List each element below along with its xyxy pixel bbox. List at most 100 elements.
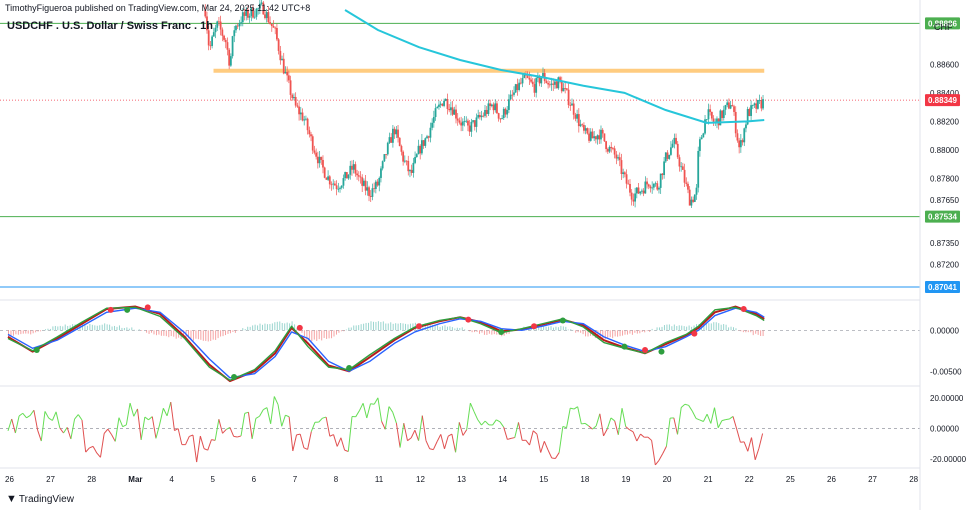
candle-body[interactable] (593, 136, 596, 139)
candle-body[interactable] (695, 187, 698, 195)
candle-body[interactable] (739, 140, 742, 148)
candle-body[interactable] (548, 84, 551, 86)
candle-body[interactable] (335, 185, 338, 190)
candle-body[interactable] (448, 108, 451, 111)
tradingview-brand[interactable]: ▼ TradingView (6, 493, 74, 505)
candle-body[interactable] (565, 88, 568, 90)
candle-body[interactable] (231, 36, 234, 57)
candle-body[interactable] (204, 10, 207, 17)
candle-body[interactable] (303, 119, 306, 121)
candle-body[interactable] (397, 129, 399, 138)
candle-body[interactable] (441, 103, 444, 106)
oscillator-pane[interactable] (0, 304, 920, 383)
candle-body[interactable] (629, 183, 631, 193)
cross-marker[interactable] (465, 316, 472, 323)
candle-body[interactable] (673, 137, 676, 144)
candle-body[interactable] (514, 84, 517, 93)
candle-body[interactable] (646, 181, 648, 185)
candle-body[interactable] (588, 133, 590, 141)
ema-line[interactable] (344, 9, 765, 124)
candle-body[interactable] (526, 75, 529, 78)
candle-body[interactable] (502, 108, 505, 119)
candle-body[interactable] (306, 118, 309, 131)
candle-body[interactable] (634, 193, 637, 202)
candle-body[interactable] (218, 21, 220, 23)
candle-body[interactable] (453, 109, 456, 115)
candle-body[interactable] (420, 140, 423, 154)
candle-body[interactable] (347, 174, 350, 179)
candle-body[interactable] (339, 187, 341, 189)
candle-body[interactable] (610, 146, 613, 149)
candle-body[interactable] (412, 162, 415, 173)
candle-body[interactable] (359, 176, 362, 178)
candle-body[interactable] (357, 175, 360, 177)
candle-body[interactable] (545, 81, 548, 84)
candle-body[interactable] (750, 105, 752, 116)
cross-marker[interactable] (642, 346, 649, 353)
candle-body[interactable] (381, 161, 384, 169)
candle-body[interactable] (728, 102, 730, 109)
candle-body[interactable] (477, 115, 480, 118)
cross-marker[interactable] (740, 306, 747, 313)
candle-body[interactable] (291, 94, 294, 99)
candle-body[interactable] (243, 12, 246, 16)
candle-body[interactable] (668, 154, 671, 159)
candle-body[interactable] (212, 32, 215, 37)
candle-body[interactable] (223, 35, 225, 40)
candle-body[interactable] (390, 137, 393, 143)
candle-body[interactable] (685, 182, 688, 184)
candle-body[interactable] (716, 118, 718, 123)
candle-body[interactable] (644, 181, 647, 194)
candle-body[interactable] (458, 120, 461, 123)
candle-body[interactable] (434, 108, 437, 118)
candle-body[interactable] (407, 160, 410, 172)
candle-body[interactable] (555, 81, 558, 89)
candle-body[interactable] (542, 72, 544, 78)
candle-body[interactable] (429, 127, 432, 138)
candle-body[interactable] (255, 8, 258, 17)
candle-body[interactable] (226, 42, 229, 50)
candle-body[interactable] (596, 135, 599, 140)
candle-body[interactable] (361, 177, 364, 186)
candle-body[interactable] (337, 188, 340, 190)
candle-body[interactable] (446, 98, 449, 109)
oscillator-line[interactable] (7, 305, 765, 383)
candle-body[interactable] (670, 147, 672, 155)
cross-marker[interactable] (107, 306, 114, 313)
candle-body[interactable] (652, 183, 655, 188)
candle-body[interactable] (661, 173, 664, 176)
candle-body[interactable] (513, 92, 515, 95)
candle-body[interactable] (586, 128, 589, 134)
candle-body[interactable] (497, 113, 500, 119)
candle-body[interactable] (622, 172, 625, 175)
candle-body[interactable] (296, 105, 299, 107)
candle-body[interactable] (584, 128, 587, 131)
candle-body[interactable] (415, 154, 418, 158)
candle-body[interactable] (680, 166, 683, 168)
cross-marker[interactable] (658, 348, 665, 355)
candle-body[interactable] (547, 83, 550, 85)
candle-body[interactable] (577, 114, 580, 127)
candle-body[interactable] (559, 77, 561, 82)
candle-body[interactable] (567, 89, 570, 106)
candle-body[interactable] (709, 109, 712, 112)
candle-body[interactable] (625, 174, 628, 184)
candle-body[interactable] (741, 140, 744, 143)
candle-body[interactable] (332, 183, 335, 185)
candle-body[interactable] (356, 173, 358, 176)
candle-body[interactable] (262, 2, 265, 15)
candle-body[interactable] (427, 136, 430, 138)
candle-body[interactable] (209, 45, 212, 47)
candle-body[interactable] (366, 187, 369, 191)
candle-body[interactable] (733, 106, 735, 112)
candle-body[interactable] (506, 109, 509, 115)
candle-body[interactable] (492, 104, 495, 111)
candle-body[interactable] (683, 169, 686, 183)
candle-body[interactable] (710, 111, 713, 119)
cross-marker[interactable] (498, 328, 505, 335)
candle-body[interactable] (252, 8, 254, 18)
candle-body[interactable] (562, 88, 565, 92)
candle-body[interactable] (632, 199, 635, 202)
momentum-pane[interactable] (0, 396, 920, 466)
candle-body[interactable] (216, 21, 219, 28)
